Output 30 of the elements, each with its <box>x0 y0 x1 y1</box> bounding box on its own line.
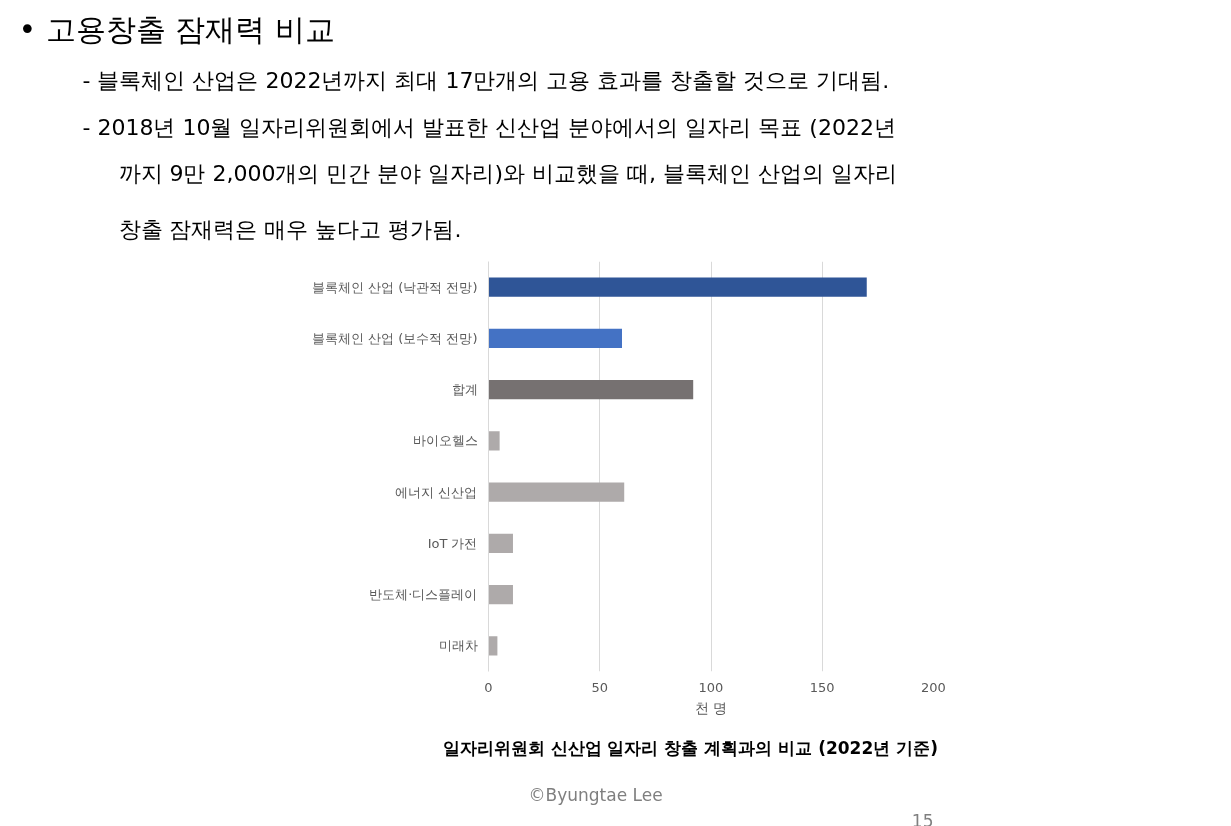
text: 까지 9만 2,000개의 민간 분야 일자리)와 비교했을 때, 블록체인 산업의 일자리 <box>118 160 897 186</box>
text: 일자리위원회 신산업 일자리 창출 계획과의 비교 (2022년 기준) <box>442 738 938 758</box>
x-tick-label: 200 <box>921 679 946 695</box>
bar <box>488 277 867 297</box>
y-tick-label: 바이오헬스 <box>412 433 478 449</box>
bar <box>488 533 513 554</box>
x-tick-label: 50 <box>591 679 609 695</box>
x-tick-label: 0 <box>484 679 493 695</box>
text: - 블록체인 산업은 2022년까지 최대 17만개의 고용 효과를 창출할 것으로 기대됨. <box>82 67 890 93</box>
text: • 고용창출 잠재력 비교 <box>18 11 335 47</box>
x-axis-title: 천 명 <box>694 699 728 716</box>
bar <box>488 584 513 605</box>
y-tick-label: 블록체인 산업 (낙관적 전망) <box>311 279 478 295</box>
text: 창출 잠재력은 매우 높다고 평가됨. <box>118 216 462 242</box>
bar <box>488 431 500 451</box>
y-tick-label: 미래차 <box>438 638 478 654</box>
text: - 2018년 10월 일자리위원회에서 발표한 신산업 분야에서의 일자리 목표 (2022년 <box>82 114 896 140</box>
x-tick-label: 100 <box>698 679 724 695</box>
bar <box>488 482 625 502</box>
y-tick-label: 에너지 신산업 <box>395 484 478 500</box>
x-tick-label: 150 <box>809 679 835 695</box>
bar <box>488 328 622 349</box>
y-tick-label: 합계 <box>451 382 478 398</box>
bar <box>488 379 694 400</box>
text: 15 <box>911 810 934 826</box>
y-tick-label: IoT 가전 <box>427 535 478 551</box>
bar <box>488 636 498 656</box>
y-tick-label: 블록체인 산업 (보수적 전망) <box>311 330 478 346</box>
text: ©Byungtae Lee <box>528 784 663 805</box>
y-tick-label: 반도체·디스플레이 <box>369 587 478 603</box>
